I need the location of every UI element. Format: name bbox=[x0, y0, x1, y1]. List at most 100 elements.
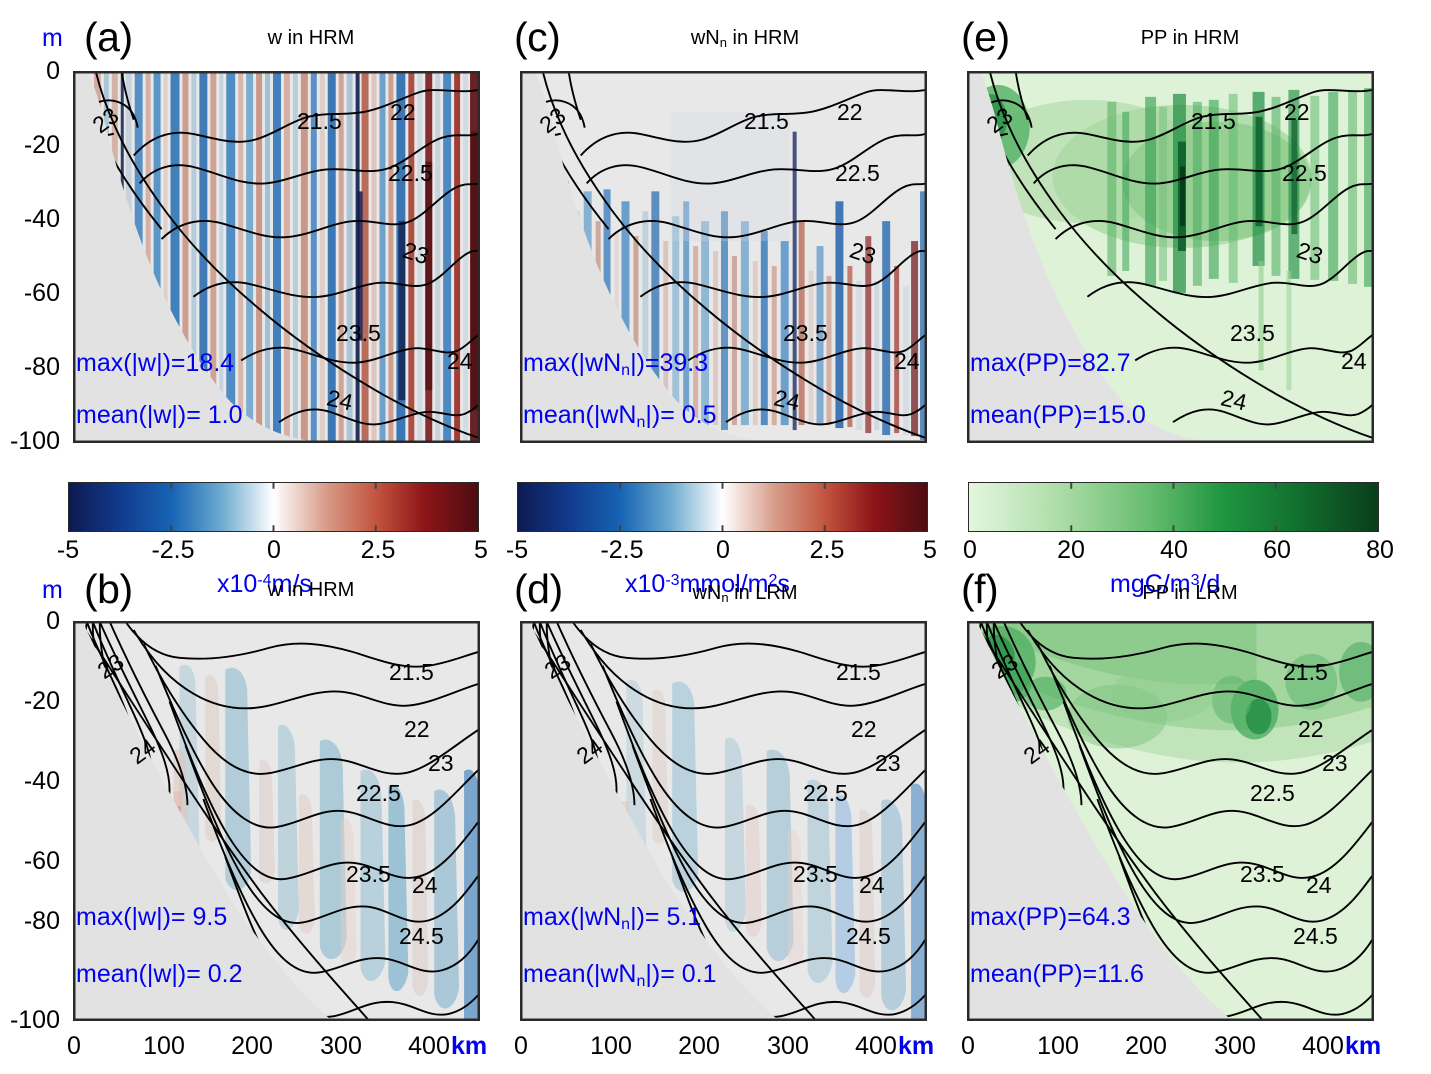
contour-label: 23.5 bbox=[346, 861, 391, 887]
panel-f-mean-stat: mean(PP)=11.6 bbox=[970, 960, 1144, 988]
x-tick: 200 bbox=[678, 1032, 720, 1060]
colorbar-pp-unit: mgC/m3/d bbox=[1110, 570, 1221, 598]
x-tick: 300 bbox=[1214, 1032, 1256, 1060]
contour-label: 24 bbox=[1218, 384, 1250, 416]
contour-label: 22.5 bbox=[1282, 160, 1327, 186]
colorbar-wnn[interactable] bbox=[517, 482, 928, 532]
contour-label: 24.5 bbox=[399, 923, 444, 949]
y-axis-unit-a: m bbox=[42, 24, 63, 52]
y-tick: -40 bbox=[23, 205, 60, 233]
panel-title-e: PP in HRM bbox=[1140, 27, 1240, 49]
panel-d-max-stat: max(|wNn|)= 5.1 bbox=[523, 903, 702, 934]
contour-label: 22 bbox=[851, 716, 877, 742]
panel-c-mean-stat: mean(|wNn|)= 0.5 bbox=[523, 401, 717, 432]
panel-c-wnn-hrm[interactable] bbox=[520, 71, 927, 443]
panel-label-d: (d) bbox=[514, 566, 563, 612]
colorbar-tick: 40 bbox=[1160, 536, 1188, 564]
contour-label: 24 bbox=[412, 872, 438, 898]
panel-a-w-hrm[interactable] bbox=[73, 71, 480, 443]
panel-label-a: (a) bbox=[84, 14, 133, 60]
x-tick: 300 bbox=[320, 1032, 362, 1060]
panel-b-mean-stat: mean(|w|)= 0.2 bbox=[76, 960, 243, 988]
panel-a-plot bbox=[74, 72, 479, 442]
x-tick: 200 bbox=[1125, 1032, 1167, 1060]
colorbar-w[interactable] bbox=[68, 482, 479, 532]
colorbar-tick: -2.5 bbox=[600, 536, 644, 564]
contour-label: 21.5 bbox=[1283, 659, 1328, 685]
panel-b-w-hrm[interactable] bbox=[73, 621, 480, 1021]
panel-c-max-stat: max(|wNn|)=39.3 bbox=[523, 349, 709, 380]
colorbar-pp[interactable] bbox=[968, 482, 1379, 532]
panel-d-mean-stat: mean(|wNn|)= 0.1 bbox=[523, 960, 717, 991]
contour-label: 22.5 bbox=[803, 780, 848, 806]
contour-label: 24.5 bbox=[1293, 923, 1338, 949]
y-tick: 0 bbox=[46, 57, 60, 85]
panel-e-pp-hrm[interactable] bbox=[967, 71, 1374, 443]
colorbar-w-gradient bbox=[69, 483, 478, 531]
x-tick: 100 bbox=[1037, 1032, 1079, 1060]
contour-label: 23.5 bbox=[336, 320, 381, 346]
panel-label-b: (b) bbox=[84, 566, 133, 612]
panel-b-plot bbox=[74, 622, 479, 1020]
panel-b-max-stat: max(|w|)= 9.5 bbox=[76, 903, 228, 931]
colorbar-pp-gradient bbox=[969, 483, 1378, 531]
colorbar-tick: 2.5 bbox=[360, 536, 396, 564]
contour-label: 22 bbox=[837, 99, 863, 125]
contour-label: 23.5 bbox=[783, 320, 828, 346]
contour-label: 22 bbox=[390, 99, 416, 125]
colorbar-tick: 60 bbox=[1263, 536, 1291, 564]
panel-title-d: wNn in LRM bbox=[692, 582, 798, 605]
contour-label: 22.5 bbox=[1250, 780, 1295, 806]
contour-label: 23 bbox=[428, 750, 454, 776]
panel-f-pp-lrm[interactable] bbox=[967, 621, 1374, 1021]
colorbar-tick: -5 bbox=[56, 536, 80, 564]
panel-d-plot bbox=[521, 622, 926, 1020]
contour-label: 24.5 bbox=[846, 923, 891, 949]
contour-label: 24 bbox=[894, 348, 920, 374]
y-tick: -100 bbox=[9, 1006, 60, 1034]
contour-label: 24 bbox=[447, 348, 473, 374]
panel-title-f: PP in LRM bbox=[1142, 582, 1238, 604]
panel-e-mean-stat: mean(PP)=15.0 bbox=[970, 401, 1146, 429]
colorbar-tick: 2.5 bbox=[809, 536, 845, 564]
panel-title-a: w in HRM bbox=[267, 27, 355, 49]
panel-f-plot bbox=[968, 622, 1373, 1020]
y-tick: -40 bbox=[23, 767, 60, 795]
panel-label-c: (c) bbox=[514, 14, 561, 60]
x-tick: 0 bbox=[514, 1032, 528, 1060]
contour-label: 21.5 bbox=[1191, 108, 1236, 134]
contour-label: 22 bbox=[1298, 716, 1324, 742]
y-tick: 0 bbox=[46, 607, 60, 635]
colorbar-tick: 0 bbox=[963, 536, 977, 564]
contour-label: 22 bbox=[404, 716, 430, 742]
contour-label: 21.5 bbox=[297, 108, 342, 134]
colorbar-tick: -5 bbox=[505, 536, 529, 564]
x-axis-unit-f: km bbox=[1345, 1032, 1382, 1060]
contour-label: 24 bbox=[859, 872, 885, 898]
x-tick: 400 bbox=[1302, 1032, 1344, 1060]
colorbar-tick: 0 bbox=[267, 536, 281, 564]
y-axis-unit-b: m bbox=[42, 576, 63, 604]
contour-label: 22.5 bbox=[356, 780, 401, 806]
contour-label: 23.5 bbox=[793, 861, 838, 887]
x-tick: 400 bbox=[855, 1032, 897, 1060]
panel-label-f: (f) bbox=[961, 566, 999, 612]
contour-label: 24 bbox=[1341, 348, 1367, 374]
contour-label: 22.5 bbox=[835, 160, 880, 186]
colorbar-wnn-gradient bbox=[518, 483, 927, 531]
y-tick: -60 bbox=[23, 847, 60, 875]
x-tick: 0 bbox=[961, 1032, 975, 1060]
panel-f-max-stat: max(PP)=64.3 bbox=[970, 903, 1131, 931]
contour-label: 21.5 bbox=[836, 659, 881, 685]
panel-e-max-stat: max(PP)=82.7 bbox=[970, 349, 1131, 377]
x-tick: 300 bbox=[767, 1032, 809, 1060]
colorbar-w-unit: x10-4m/s bbox=[217, 570, 312, 598]
x-axis-unit-b: km bbox=[451, 1032, 488, 1060]
panel-d-wnn-lrm[interactable] bbox=[520, 621, 927, 1021]
y-tick: -80 bbox=[23, 907, 60, 935]
colorbar-wnn-unit: x10-3mmol/m2s bbox=[625, 570, 790, 598]
colorbar-tick: 5 bbox=[923, 536, 937, 564]
x-tick: 100 bbox=[590, 1032, 632, 1060]
contour-label: 23.5 bbox=[1230, 320, 1275, 346]
